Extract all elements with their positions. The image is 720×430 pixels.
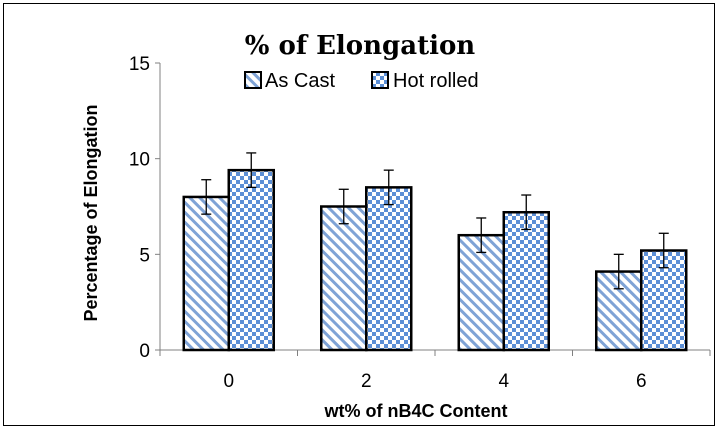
bar-hot-rolled <box>502 210 550 352</box>
x-tick-label: 6 <box>636 371 647 392</box>
bar-hot-rolled <box>227 168 275 352</box>
y-tick-label: 5 <box>139 245 150 266</box>
x-tick-label: 4 <box>498 371 509 392</box>
x-tick-label: 0 <box>223 371 234 392</box>
chart-title: % of Elongation <box>245 31 476 61</box>
plot-area: 0 5 10 15 0 2 4 6 <box>129 54 711 392</box>
y-axis-title: Percentage of Elongation <box>81 104 101 321</box>
legend-label-as-cast: As Cast <box>265 70 335 92</box>
legend-label-hot-rolled: Hot rolled <box>393 70 479 92</box>
bar-as-cast <box>320 205 368 352</box>
bar-hot-rolled <box>365 186 413 352</box>
y-tick-label: 0 <box>139 341 150 362</box>
legend-swatch-as-cast <box>244 71 262 89</box>
y-tick-label: 15 <box>129 54 150 75</box>
x-tick-label: 2 <box>361 371 372 392</box>
legend-item-as-cast: As Cast <box>244 70 335 92</box>
bar-as-cast <box>182 195 230 352</box>
legend-swatch-hot-rolled <box>371 71 389 89</box>
x-axis-title: wt% of nB4C Content <box>324 401 508 421</box>
legend: As Cast Hot rolled <box>244 70 479 92</box>
legend-item-hot-rolled: Hot rolled <box>371 70 479 92</box>
y-tick-label: 10 <box>129 150 150 171</box>
